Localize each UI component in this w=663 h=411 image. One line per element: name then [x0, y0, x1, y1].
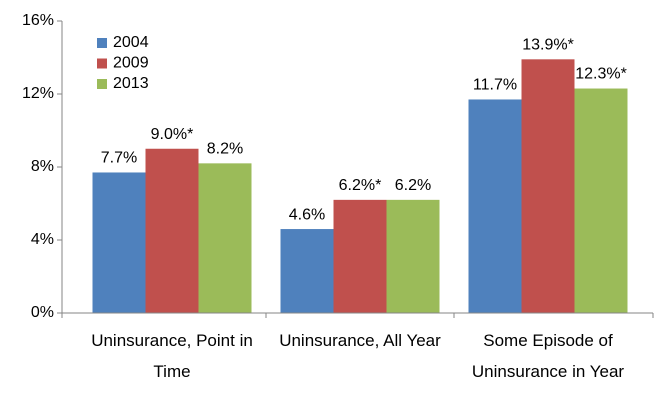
bar	[521, 59, 575, 314]
value-label: 4.6%	[289, 206, 325, 223]
x-tick-label: Uninsurance, All Year	[279, 331, 441, 350]
bar	[280, 229, 334, 313]
value-label: 8.2%	[207, 141, 243, 158]
y-tick-label: 12%	[22, 85, 54, 102]
y-tick-label: 16%	[22, 12, 54, 29]
value-label: 13.9%*	[522, 37, 574, 54]
legend-swatch	[97, 38, 107, 48]
value-label: 6.2%	[395, 177, 431, 194]
bar	[145, 148, 199, 313]
value-label: 12.3%*	[575, 66, 627, 83]
y-tick-label: 0%	[31, 304, 54, 321]
x-tick-label: Some Episode of Uninsurance in Year	[471, 331, 625, 381]
value-label: 9.0%*	[151, 126, 194, 143]
bar	[468, 99, 522, 313]
legend-swatch	[97, 58, 107, 69]
value-label: 11.7%	[473, 77, 517, 94]
legend-label: 2009	[113, 55, 149, 72]
value-label: 7.7%	[101, 150, 137, 167]
x-tick-label: Uninsurance, Point in Time	[91, 331, 253, 381]
bar	[386, 199, 440, 313]
bar	[333, 199, 387, 313]
y-tick-label: 8%	[31, 158, 54, 175]
bar	[198, 163, 252, 313]
value-label: 6.2%*	[339, 177, 382, 194]
y-tick-label: 4%	[31, 231, 54, 248]
legend-swatch	[97, 79, 107, 89]
legend-label: 2004	[113, 34, 149, 51]
legend-label: 2013	[113, 75, 149, 92]
bar	[92, 172, 146, 313]
bar	[574, 88, 628, 314]
